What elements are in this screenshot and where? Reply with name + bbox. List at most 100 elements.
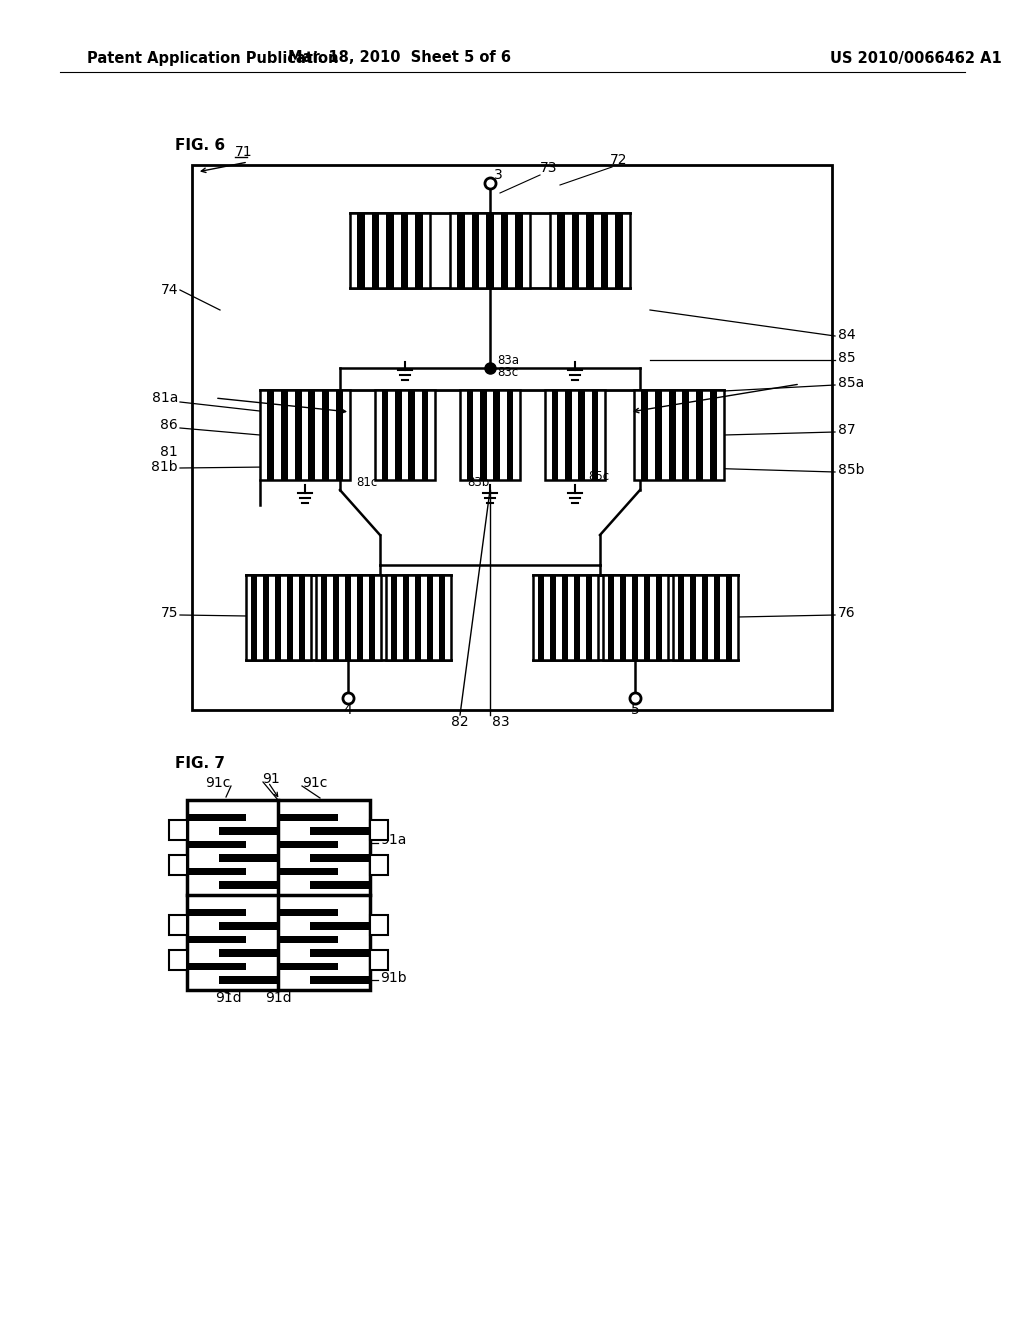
Bar bbox=[571, 213, 580, 288]
Bar bbox=[450, 213, 530, 288]
Bar bbox=[532, 576, 597, 660]
Bar bbox=[472, 213, 479, 288]
Bar bbox=[458, 213, 465, 288]
Bar bbox=[641, 389, 648, 480]
Bar bbox=[310, 882, 370, 888]
Bar bbox=[260, 389, 350, 480]
Text: US 2010/0066462 A1: US 2010/0066462 A1 bbox=[830, 50, 1001, 66]
Bar bbox=[539, 576, 545, 660]
Bar bbox=[480, 389, 486, 480]
Bar bbox=[608, 576, 614, 660]
Bar bbox=[422, 389, 428, 480]
Text: 5: 5 bbox=[631, 704, 639, 717]
Text: 91d: 91d bbox=[264, 991, 291, 1005]
Bar bbox=[467, 389, 473, 480]
Bar bbox=[372, 213, 379, 288]
Bar bbox=[375, 389, 435, 480]
Bar bbox=[634, 389, 724, 480]
Bar bbox=[401, 213, 409, 288]
Text: 91c: 91c bbox=[205, 776, 230, 789]
Bar bbox=[592, 389, 598, 480]
Text: 72: 72 bbox=[610, 153, 628, 168]
Bar bbox=[391, 576, 397, 660]
Bar bbox=[323, 389, 330, 480]
Text: 85a: 85a bbox=[838, 376, 864, 389]
Bar bbox=[632, 576, 638, 660]
Bar bbox=[278, 908, 338, 916]
Bar bbox=[169, 820, 187, 840]
Bar bbox=[310, 828, 370, 834]
Bar bbox=[416, 213, 423, 288]
Bar bbox=[169, 950, 187, 970]
Bar bbox=[275, 576, 281, 660]
Text: 74: 74 bbox=[161, 282, 178, 297]
Bar bbox=[187, 867, 246, 875]
Bar bbox=[219, 882, 278, 888]
Text: 76: 76 bbox=[838, 606, 856, 620]
Bar bbox=[679, 576, 684, 660]
Bar bbox=[370, 820, 388, 840]
Bar bbox=[310, 923, 370, 929]
Bar bbox=[310, 977, 370, 983]
Bar bbox=[714, 576, 720, 660]
Text: FIG. 6: FIG. 6 bbox=[175, 137, 225, 153]
Bar bbox=[187, 962, 246, 970]
Bar bbox=[169, 915, 187, 935]
Text: 71: 71 bbox=[234, 145, 253, 158]
Text: 86: 86 bbox=[160, 418, 178, 432]
Bar bbox=[370, 915, 388, 935]
Text: 3: 3 bbox=[494, 168, 503, 182]
Bar bbox=[573, 576, 580, 660]
Bar bbox=[409, 389, 415, 480]
Bar bbox=[356, 576, 362, 660]
Bar bbox=[263, 576, 269, 660]
Bar bbox=[357, 213, 365, 288]
Text: 83a: 83a bbox=[497, 355, 519, 367]
Text: Mar. 18, 2010  Sheet 5 of 6: Mar. 18, 2010 Sheet 5 of 6 bbox=[289, 50, 512, 66]
Bar bbox=[696, 389, 703, 480]
Bar bbox=[308, 389, 315, 480]
Bar bbox=[552, 389, 558, 480]
Text: 75: 75 bbox=[161, 606, 178, 620]
Bar bbox=[369, 576, 375, 660]
Bar bbox=[278, 936, 338, 944]
Bar bbox=[586, 576, 592, 660]
Text: 81b: 81b bbox=[152, 459, 178, 474]
Bar bbox=[655, 576, 662, 660]
Bar bbox=[711, 389, 717, 480]
Text: 91c: 91c bbox=[302, 776, 328, 789]
Bar bbox=[702, 576, 708, 660]
Bar bbox=[507, 389, 513, 480]
Bar bbox=[621, 576, 626, 660]
Bar bbox=[287, 576, 293, 660]
Text: 85c: 85c bbox=[588, 470, 609, 483]
Bar bbox=[281, 389, 288, 480]
Bar bbox=[403, 576, 410, 660]
Text: 85b: 85b bbox=[838, 463, 864, 477]
Bar bbox=[673, 576, 737, 660]
Text: 83b: 83b bbox=[467, 475, 489, 488]
Bar bbox=[545, 389, 605, 480]
Bar bbox=[219, 923, 278, 929]
Bar bbox=[654, 389, 662, 480]
Text: 87: 87 bbox=[838, 422, 856, 437]
Bar bbox=[494, 389, 500, 480]
Bar bbox=[315, 576, 381, 660]
Bar bbox=[682, 389, 689, 480]
Bar bbox=[322, 576, 328, 660]
Bar bbox=[386, 213, 393, 288]
Text: 73: 73 bbox=[540, 161, 557, 176]
Bar bbox=[299, 576, 304, 660]
Bar bbox=[219, 828, 278, 834]
Bar bbox=[557, 213, 564, 288]
Bar bbox=[278, 841, 338, 849]
Bar bbox=[278, 867, 338, 875]
Bar bbox=[427, 576, 433, 660]
Bar bbox=[438, 576, 444, 660]
Text: 82: 82 bbox=[452, 715, 469, 729]
Bar bbox=[385, 576, 451, 660]
Text: 91a: 91a bbox=[380, 833, 407, 847]
Bar bbox=[310, 854, 370, 862]
Bar bbox=[550, 213, 630, 288]
Text: 4: 4 bbox=[344, 704, 352, 717]
